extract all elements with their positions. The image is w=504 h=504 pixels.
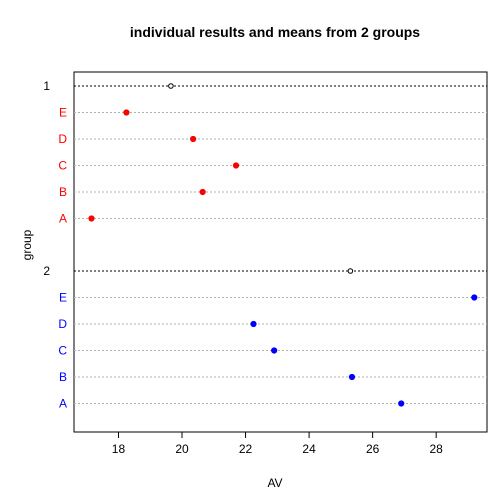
row-label: B: [59, 370, 67, 384]
row-label: A: [59, 397, 67, 411]
group-mean-point: [347, 268, 354, 274]
row-label: E: [59, 106, 67, 120]
group-mean-point: [168, 83, 174, 89]
data-point: [199, 188, 206, 196]
data-point: [271, 347, 278, 354]
x-axis-label: AV: [267, 476, 282, 490]
data-point: [88, 215, 95, 222]
row-label: B: [59, 185, 67, 199]
row-label: E: [59, 291, 67, 305]
row-label: C: [58, 344, 67, 358]
x-tick-label: 22: [239, 442, 253, 456]
x-tick-label: 20: [175, 442, 189, 456]
data-points: [88, 83, 478, 407]
x-tick-label: 24: [302, 442, 316, 456]
x-axis: 18 20 22 24 26 28: [112, 432, 443, 456]
row-label: D: [58, 132, 67, 146]
plot-area: [73, 71, 488, 433]
row-label: C: [58, 159, 67, 173]
chart-title: individual results and means from 2 grou…: [130, 24, 420, 40]
data-point: [348, 373, 356, 381]
data-point: [232, 162, 240, 169]
row-label: D: [58, 317, 67, 331]
x-tick-label: 26: [366, 442, 380, 456]
group-label: 1: [43, 79, 50, 93]
grid-lines: [74, 85, 487, 404]
x-tick-label: 28: [429, 442, 443, 456]
x-tick-label: 18: [112, 442, 126, 456]
data-point: [190, 135, 197, 143]
data-point: [123, 109, 130, 116]
group-label: 2: [43, 264, 50, 278]
data-point: [250, 320, 257, 328]
row-label: A: [59, 212, 67, 226]
data-point: [471, 294, 478, 301]
y-axis-label: group: [20, 229, 34, 260]
data-point: [398, 400, 405, 407]
